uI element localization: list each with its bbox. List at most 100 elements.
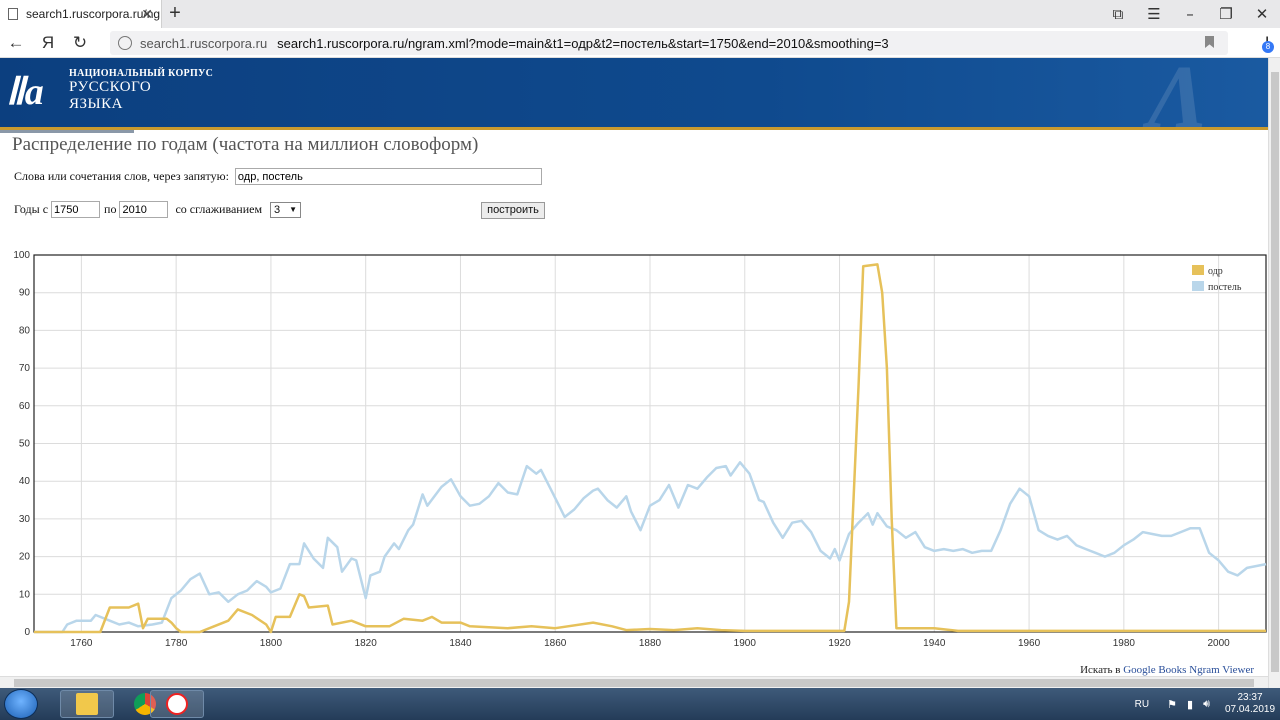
y-tick-label: 80 (19, 325, 31, 336)
folder-icon (76, 693, 98, 715)
years-from-label: Годы с (14, 202, 49, 216)
header-gold-stripe (0, 127, 1268, 130)
chart-grid (34, 254, 1266, 633)
legend-label-odr: одр (1208, 266, 1223, 277)
year-from-input[interactable] (51, 201, 101, 218)
yandex-icon (166, 693, 188, 715)
x-tick-label: 1860 (544, 638, 567, 649)
google-books-ngram-link[interactable]: Google Books Ngram Viewer (1123, 664, 1254, 676)
vertical-scrollbar[interactable] (1268, 58, 1280, 688)
globe-icon (118, 36, 132, 50)
series-line-odr (34, 263, 1266, 634)
header-watermark-icon: Λ (1148, 48, 1209, 147)
smoothing-value: 3 (274, 203, 281, 216)
header-underbar (0, 130, 134, 133)
bookmarks-panel-icon[interactable]: ⧉ (1112, 5, 1124, 23)
smoothing-select[interactable]: 3 ▼ (270, 201, 302, 218)
close-window-button[interactable]: ✕ (1255, 5, 1269, 23)
years-to-label: по (104, 202, 117, 216)
back-button[interactable]: ← (7, 32, 25, 52)
menu-icon[interactable]: ☰ (1147, 5, 1161, 23)
legend-swatch-odr (1192, 265, 1204, 275)
start-button[interactable] (4, 689, 38, 719)
x-tick-label: 1960 (1018, 638, 1041, 649)
document-icon (8, 8, 18, 20)
explorer-app[interactable] (60, 690, 114, 718)
series-line-postel (34, 461, 1267, 634)
logo-line-1: НАЦИОНАЛЬНЫЙ КОРПУС (69, 68, 214, 79)
address-url[interactable]: search1.ruscorpora.ru/ngram.xml?mode=mai… (277, 35, 889, 51)
y-tick-label: 30 (19, 514, 31, 525)
site-logo-text[interactable]: НАЦИОНАЛЬНЫЙ КОРПУС РУССКОГО ЯЗЫКА (69, 68, 213, 113)
smoothing-label: со сглаживанием (175, 202, 263, 216)
site-header: Ⅱа НАЦИОНАЛЬНЫЙ КОРПУС РУССКОГО ЯЗЫКА Λ (0, 48, 1268, 147)
y-tick-label: 90 (19, 288, 31, 299)
new-tab-button[interactable]: + (169, 2, 181, 24)
y-tick-label: 40 (19, 476, 31, 487)
downloads-badge: 8 (1262, 41, 1274, 53)
words-input[interactable] (234, 168, 542, 185)
address-field[interactable]: search1.ruscorpora.ru search1.ruscorpora… (110, 31, 1228, 55)
clock-time: 23:37 (1237, 692, 1263, 703)
corpus-logo-icon[interactable]: Ⅱа (6, 71, 44, 113)
legend-swatch-postel (1192, 281, 1204, 291)
logo-line-2: РУССКОГО (69, 79, 152, 95)
legend-label-postel: постель (1208, 282, 1242, 293)
horizontal-scroll-thumb[interactable] (14, 679, 1254, 687)
y-tick-label: 70 (19, 363, 31, 374)
browser-tab-bar: search1.ruscorpora.ru/ng ✕ + ⧉ ☰ – ❐ ✕ (0, 0, 1280, 28)
address-domain: search1.ruscorpora.ru (140, 35, 268, 51)
language-indicator[interactable]: RU (1134, 698, 1150, 710)
system-tray: RU ⚑ ▮ 🔊︎ 23:37 07.04.2019 (1135, 688, 1280, 720)
x-tick-label: 1840 (449, 638, 472, 649)
network-icon[interactable]: ▮ (1187, 698, 1194, 711)
windows-taskbar: RU ⚑ ▮ 🔊︎ 23:37 07.04.2019 (0, 688, 1280, 720)
yandex-browser-app[interactable] (150, 690, 204, 718)
tab-title: search1.ruscorpora.ru/ng (26, 7, 161, 21)
years-row: Годы с по со сглаживанием 3 ▼ (14, 201, 302, 218)
reload-icon[interactable]: ↻ (72, 32, 88, 52)
x-tick-label: 1760 (70, 638, 93, 649)
x-tick-label: 1780 (165, 638, 188, 649)
chart-legend: одр постель (1192, 265, 1242, 293)
x-tick-label: 1980 (1113, 638, 1136, 649)
x-tick-label: 2000 (1207, 638, 1230, 649)
y-axis-ticks: 0 10 20 30 40 50 60 70 80 90 100 (13, 250, 30, 638)
clock-date: 07.04.2019 (1224, 704, 1276, 715)
y-tick-label: 60 (19, 401, 31, 412)
window-controls: ⧉ ☰ – ❐ ✕ (1100, 0, 1280, 28)
x-tick-label: 1800 (260, 638, 283, 649)
download-icon[interactable]: ⭳8 (1262, 31, 1274, 58)
vertical-scroll-thumb[interactable] (1271, 72, 1279, 672)
x-tick-label: 1900 (734, 638, 757, 649)
y-tick-label: 50 (19, 439, 31, 450)
y-tick-label: 10 (19, 589, 31, 600)
y-tick-label: 20 (19, 552, 31, 563)
build-button[interactable]: построить (481, 202, 545, 219)
logo-line-3: ЯЗЫКА (69, 96, 123, 112)
chart-frame (33, 254, 1267, 633)
gbooks-link-row: Искать в Google Books Ngram Viewer (1080, 664, 1254, 676)
minimize-button[interactable]: – (1186, 5, 1194, 23)
words-row: Слова или сочетания слов, через запятую: (14, 168, 542, 185)
clock[interactable]: 23:37 07.04.2019 (1220, 692, 1280, 716)
bookmark-icon[interactable] (1205, 36, 1214, 48)
chevron-down-icon: ▼ (289, 205, 298, 214)
restore-button[interactable]: ❐ (1219, 5, 1233, 23)
horizontal-scrollbar[interactable] (0, 676, 1268, 688)
yandex-logo[interactable]: Я (41, 32, 55, 52)
y-tick-label: 100 (13, 250, 30, 261)
y-tick-label: 0 (24, 627, 30, 638)
x-tick-label: 1940 (923, 638, 946, 649)
volume-icon[interactable]: 🔊︎ (1203, 697, 1210, 710)
x-axis-ticks: 1760 1780 1800 1820 1840 1860 1880 1900 1920 1940… (70, 638, 1230, 649)
x-tick-label: 1920 (828, 638, 851, 649)
browser-tab[interactable]: search1.ruscorpora.ru/ng ✕ (0, 0, 162, 28)
words-label: Слова или сочетания слов, через запятую: (14, 169, 229, 183)
x-tick-label: 1880 (639, 638, 662, 649)
close-tab-icon[interactable]: ✕ (141, 6, 153, 22)
search-in-label: Искать в (1080, 664, 1121, 676)
year-to-input[interactable] (119, 201, 169, 218)
address-toolbar: ← Я ↻ search1.ruscorpora.ru search1.rusc… (0, 28, 1280, 58)
flag-icon[interactable]: ⚑ (1167, 698, 1177, 711)
